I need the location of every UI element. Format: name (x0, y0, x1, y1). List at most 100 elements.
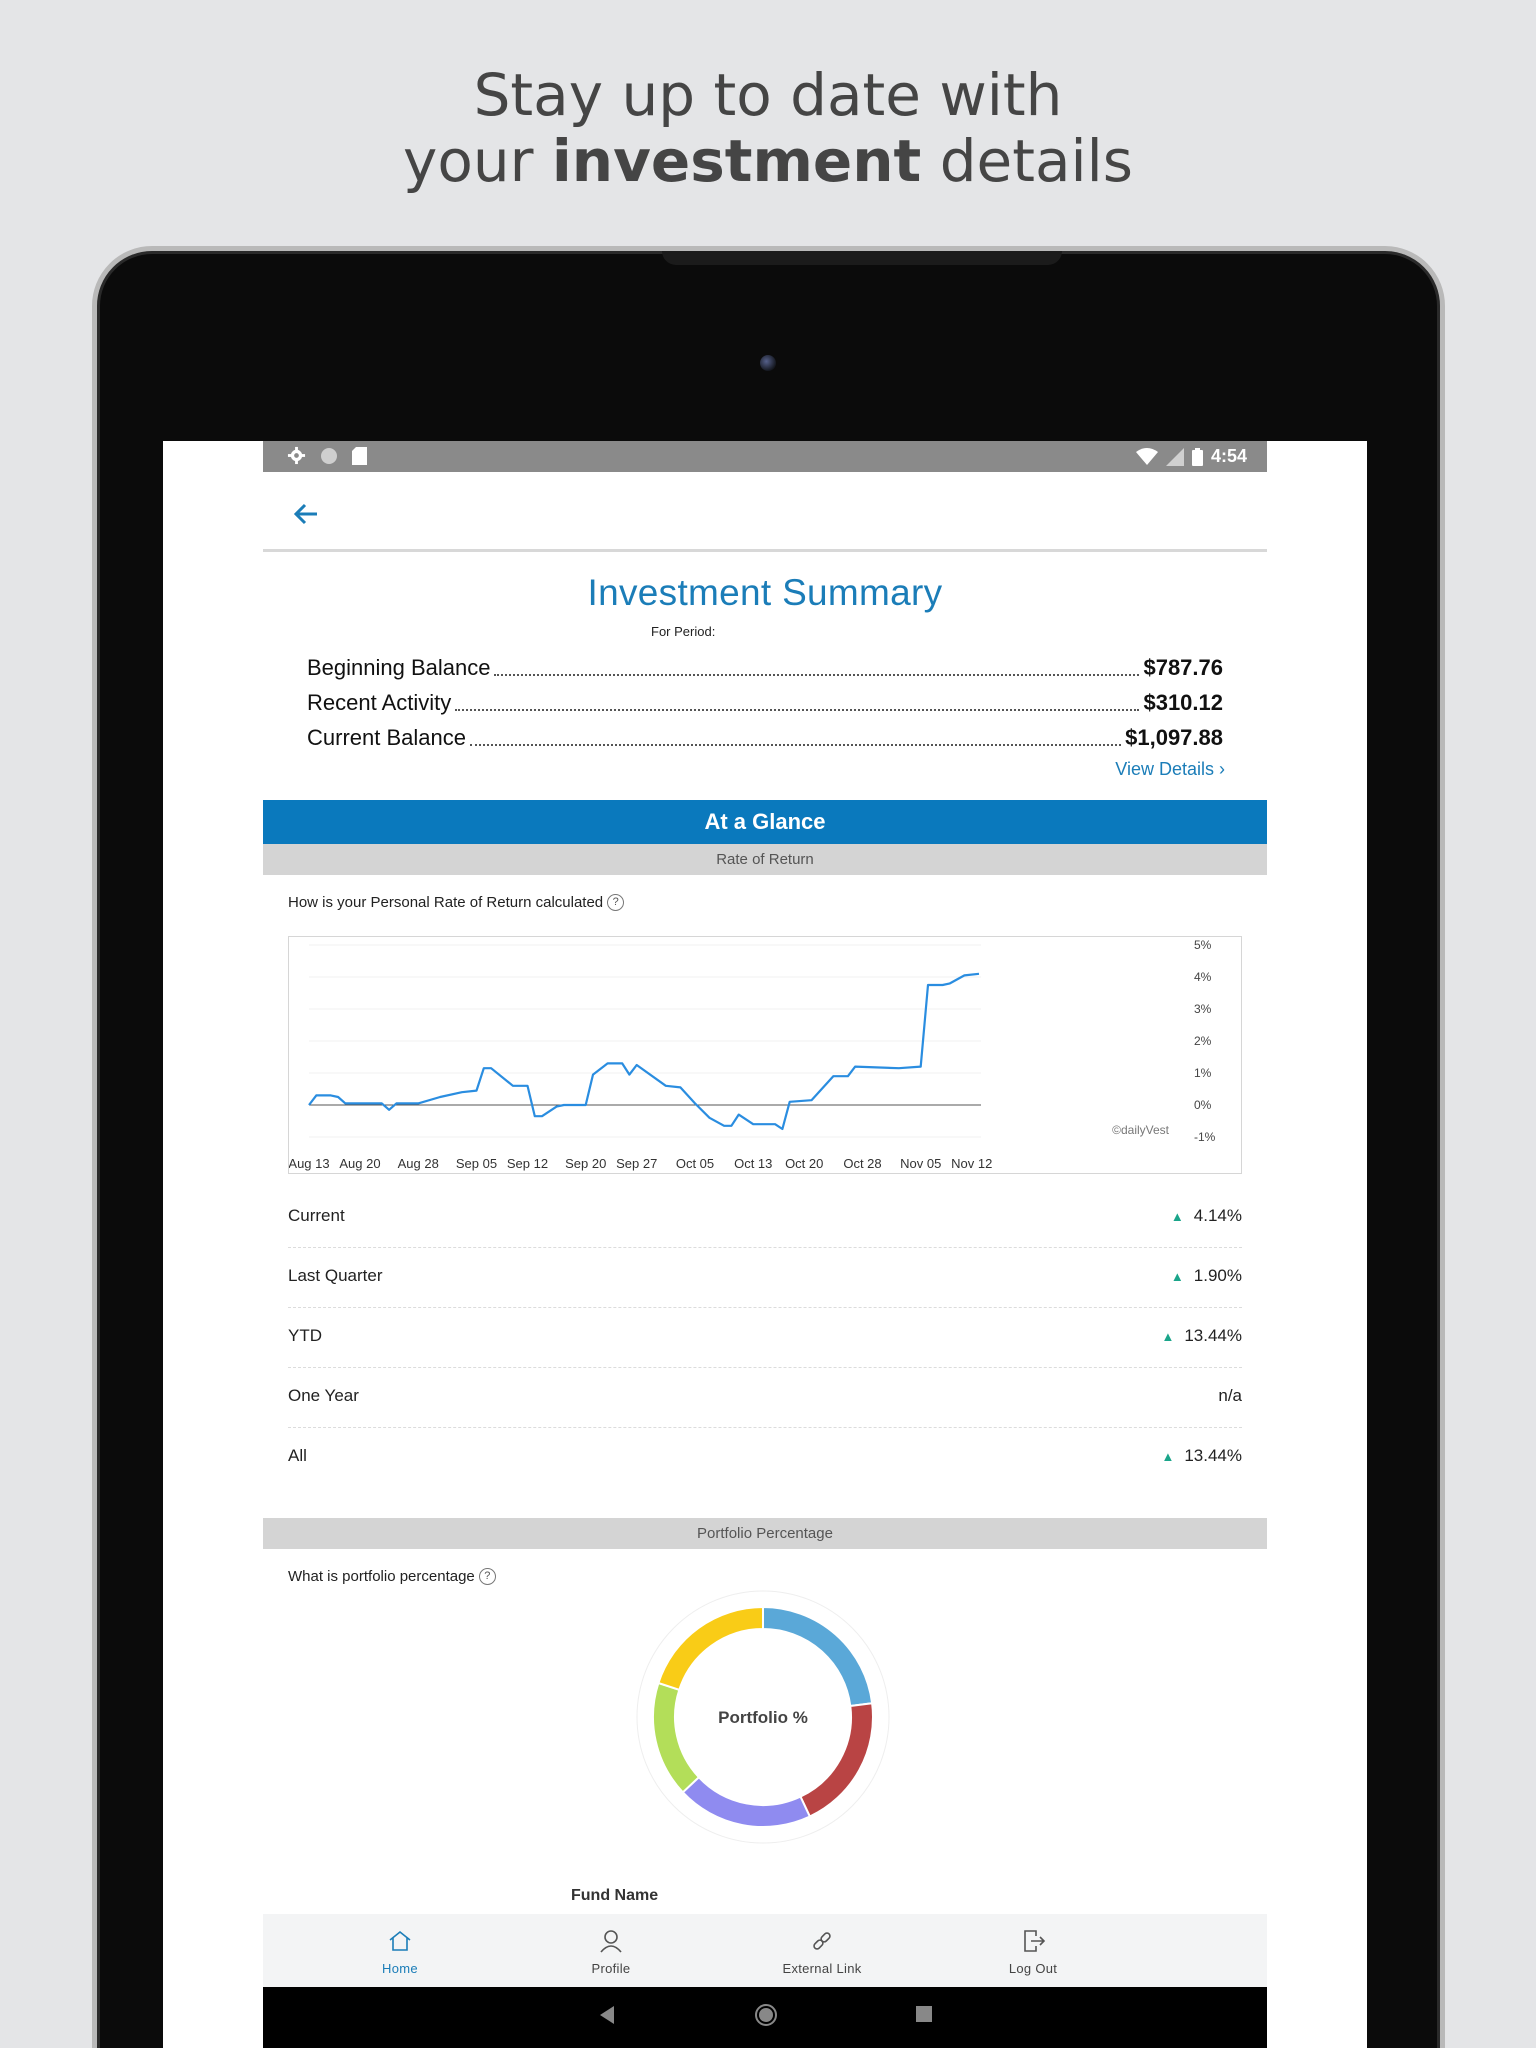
return-value: ▲ 1.90% (1171, 1266, 1242, 1286)
nav-external-link-label: External Link (782, 1961, 862, 1976)
battery-icon (1191, 447, 1203, 466)
return-label: One Year (288, 1386, 359, 1405)
return-value: n/a (1218, 1386, 1242, 1406)
home-icon (389, 1930, 411, 1951)
return-series-line (308, 972, 980, 1131)
return-row: Last Quarter ▲ 1.90% (288, 1248, 1242, 1308)
view-details-label: View Details (1115, 759, 1214, 779)
period-label: For Period: (651, 624, 716, 639)
donut-slice[interactable] (652, 1681, 701, 1794)
link-icon (813, 1932, 831, 1950)
system-recents-icon[interactable] (915, 2005, 933, 2023)
nav-log-out-label: Log Out (1008, 1961, 1058, 1976)
return-row: All ▲ 13.44% (288, 1428, 1242, 1488)
x-tick-label: Oct 20 (785, 1156, 823, 1171)
status-bar: 4:54 (263, 441, 1267, 472)
y-tick-label: 2% (1194, 1034, 1212, 1048)
up-triangle-icon: ▲ (1170, 1208, 1184, 1224)
page-title: Investment Summary (587, 572, 943, 613)
circle-status-icon (321, 447, 337, 464)
status-left-icons (287, 446, 367, 465)
device-screen: 4:54 Investment Summary For Period: Begi… (163, 441, 1367, 2048)
x-tick-label: Oct 28 (843, 1156, 881, 1171)
fund-name-label: Fund Name (571, 1887, 659, 1904)
y-tick-label: 1% (1194, 1066, 1212, 1080)
return-value: ▲ 13.44% (1161, 1446, 1242, 1466)
donut-slice[interactable] (762, 1605, 874, 1708)
status-time: 4:54 (1210, 446, 1247, 466)
donut-slice[interactable] (657, 1605, 764, 1692)
y-tick-label: 5% (1194, 938, 1212, 952)
rate-question-text: How is your Personal Rate of Return calc… (288, 894, 604, 911)
rate-of-return-svg: 5% 4% 3% 2% 1% 0% -1% Aug 13 Aug 20 Aug 28 Sep 05 S… (289, 938, 1216, 1171)
y-tick-label: 3% (1194, 1002, 1212, 1016)
donut-slice[interactable] (799, 1702, 874, 1818)
x-tick-label: Sep 27 (616, 1156, 657, 1171)
return-label: Current (288, 1206, 345, 1225)
return-value-text: n/a (1218, 1386, 1242, 1405)
nav-profile[interactable]: Profile (541, 1914, 681, 1987)
y-tick-label: 0% (1194, 1098, 1212, 1112)
sd-card-icon (352, 446, 367, 465)
promo-headline: Stay up to date with your investment det… (0, 62, 1536, 194)
headline-pre: your (403, 127, 552, 195)
balance-row: Current Balance $1,097.88 (307, 721, 1223, 751)
return-row: One Year n/a (288, 1368, 1242, 1428)
back-arrow-icon[interactable] (293, 502, 319, 526)
nav-home[interactable]: Home (330, 1914, 470, 1987)
x-tick-label: Sep 05 (456, 1156, 497, 1171)
wifi-icon (1135, 447, 1158, 465)
signal-icon (1165, 447, 1184, 466)
balance-label: Current Balance (307, 725, 466, 750)
view-details-link[interactable]: View Details › (1115, 759, 1225, 780)
return-value-text: 1.90% (1193, 1266, 1242, 1285)
x-tick-label: Nov 12 (951, 1156, 992, 1171)
system-back-icon[interactable] (598, 2005, 616, 2025)
chevron-right-icon: › (1219, 759, 1225, 779)
balance-value: $310.12 (1143, 690, 1223, 715)
nav-home-label: Home (382, 1961, 418, 1976)
x-tick-label: Oct 05 (676, 1156, 714, 1171)
system-home-icon[interactable] (754, 2003, 778, 2027)
x-tick-label: Nov 05 (900, 1156, 941, 1171)
portfolio-question-text: What is portfolio percentage (288, 1568, 475, 1585)
help-icon[interactable]: ? (478, 1568, 496, 1585)
return-row: YTD ▲ 13.44% (288, 1308, 1242, 1368)
chart-watermark: ©dailyVest (1112, 1123, 1170, 1137)
x-tick-label: Sep 12 (507, 1156, 548, 1171)
rate-of-return-section: Rate of Return (263, 844, 1267, 875)
portfolio-help[interactable]: What is portfolio percentage ? (288, 1568, 496, 1585)
donut-slice[interactable] (681, 1775, 812, 1828)
bottom-navigation: Home Profile External Link Log Out (263, 1914, 1267, 1987)
portfolio-donut-svg: Portfolio % (636, 1590, 890, 1844)
x-tick-label: Aug 28 (398, 1156, 439, 1171)
return-value-text: 13.44% (1184, 1326, 1242, 1345)
dot-leader (494, 674, 1140, 676)
dot-leader (469, 744, 1122, 746)
x-tick-label: Oct 13 (734, 1156, 772, 1171)
return-value-text: 13.44% (1184, 1446, 1242, 1465)
rate-of-return-help[interactable]: How is your Personal Rate of Return calc… (288, 894, 625, 911)
help-icon[interactable]: ? (607, 894, 625, 911)
tablet-notch (662, 251, 1062, 265)
balance-row: Recent Activity $310.12 (307, 686, 1223, 716)
x-tick-label: Sep 20 (565, 1156, 606, 1171)
logout-icon (1024, 1930, 1046, 1952)
return-value-text: 4.14% (1193, 1206, 1242, 1225)
portfolio-percentage-section: Portfolio Percentage (263, 1518, 1267, 1549)
nav-external-link[interactable]: External Link (752, 1914, 892, 1987)
at-a-glance-header: At a Glance (263, 800, 1267, 844)
up-triangle-icon: ▲ (1170, 1268, 1184, 1284)
headline-line-1: Stay up to date with (473, 61, 1063, 129)
headline-bold: investment (551, 127, 922, 195)
rate-of-return-chart: 5% 4% 3% 2% 1% 0% -1% Aug 13 Aug 20 Aug 28 Sep 05 S… (288, 936, 1242, 1174)
nav-profile-label: Profile (591, 1961, 631, 1976)
balance-row: Beginning Balance $787.76 (307, 651, 1223, 681)
return-label: Last Quarter (288, 1266, 383, 1285)
nav-log-out[interactable]: Log Out (963, 1914, 1103, 1987)
status-right-icons: 4:54 (1135, 446, 1247, 467)
y-tick-label: -1% (1194, 1130, 1216, 1144)
settings-icon (287, 446, 306, 465)
x-tick-label: Aug 20 (339, 1156, 380, 1171)
return-row: Current ▲ 4.14% (288, 1188, 1242, 1248)
